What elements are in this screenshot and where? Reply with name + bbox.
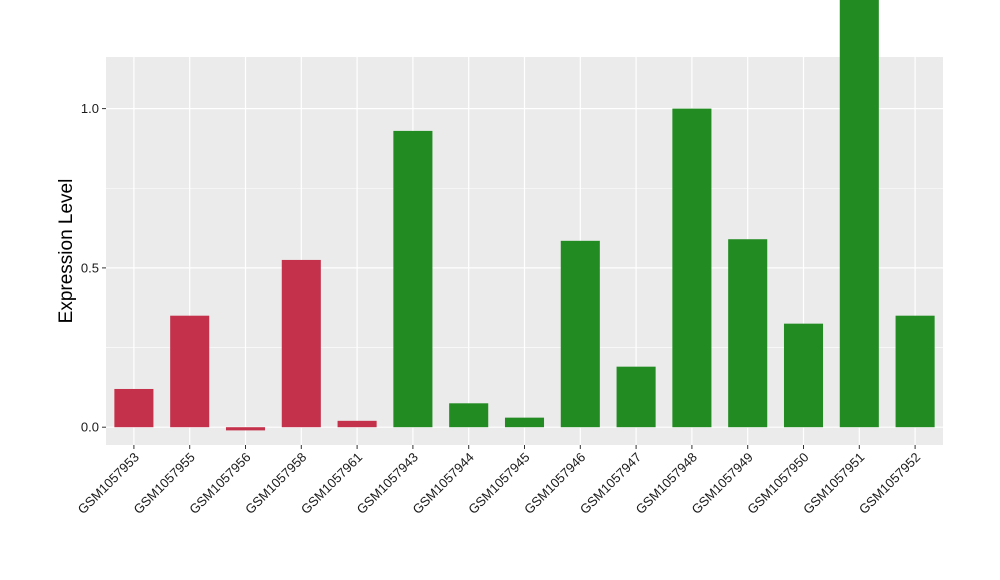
y-tick-label: 0.5 xyxy=(81,260,99,275)
bar-GSM1057951 xyxy=(839,0,879,428)
bar-GSM1057952 xyxy=(895,315,935,428)
y-axis: 0.00.51.01.52.0 xyxy=(81,101,106,435)
x-axis: GSM1057953GSM1057955GSM1057956GSM1057958… xyxy=(75,445,923,517)
bars xyxy=(114,0,935,431)
y-tick-label: 1.0 xyxy=(81,101,99,116)
y-axis-label: Expression Level xyxy=(56,179,77,324)
bar-GSM1057953 xyxy=(114,388,154,428)
bar-GSM1057956 xyxy=(225,427,266,431)
bar-GSM1057944 xyxy=(449,403,489,428)
bar-GSM1057945 xyxy=(504,417,545,428)
bar-GSM1057955 xyxy=(170,315,210,428)
bar-GSM1057948 xyxy=(672,108,712,428)
bar-GSM1057950 xyxy=(783,323,824,428)
bar-GSM1057946 xyxy=(560,240,600,428)
bar-GSM1057949 xyxy=(728,239,768,428)
bar-GSM1057943 xyxy=(393,130,433,428)
bar-GSM1057961 xyxy=(337,420,377,428)
y-tick-label: 0.0 xyxy=(81,420,99,435)
bar-GSM1057958 xyxy=(281,259,321,428)
bar-GSM1057947 xyxy=(616,366,656,428)
